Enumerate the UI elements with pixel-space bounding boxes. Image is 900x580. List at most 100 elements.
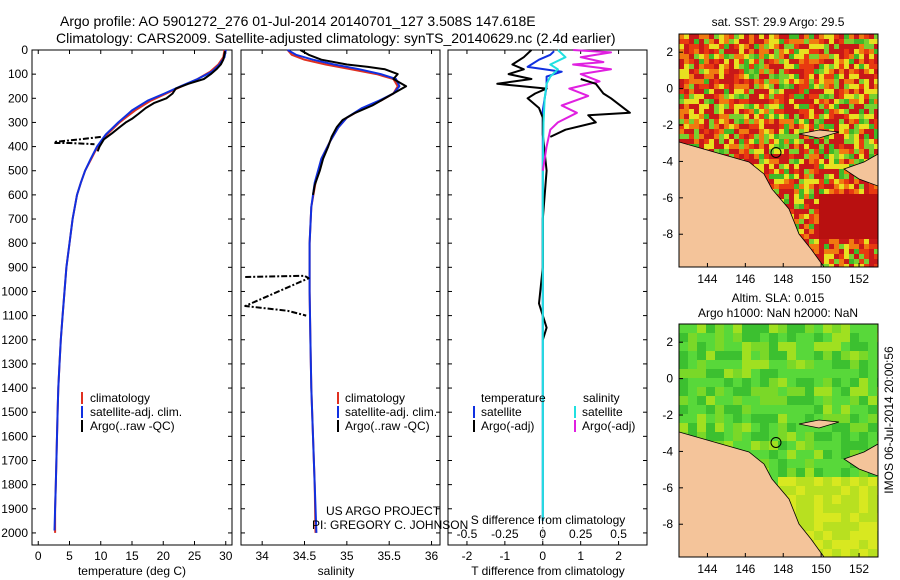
- map-pixel: [764, 134, 769, 139]
- map-pixel: [823, 540, 832, 549]
- map-pixel: [834, 184, 839, 189]
- map-pixel: [814, 414, 823, 423]
- map-pixel: [744, 54, 749, 59]
- map-pixel: [784, 179, 789, 184]
- map-pixel: [787, 351, 796, 360]
- map-pixel: [709, 84, 714, 89]
- map-pixel: [849, 154, 854, 159]
- map-pixel: [859, 124, 864, 129]
- map-pixel: [834, 144, 839, 149]
- map-pixel: [714, 99, 719, 104]
- map-pixel: [699, 114, 704, 119]
- map-pixel: [844, 139, 849, 144]
- map-pixel: [804, 164, 809, 169]
- map-pixel: [854, 149, 859, 154]
- map-pixel: [834, 179, 839, 184]
- map-pixel: [679, 396, 688, 405]
- map-pixel: [679, 119, 684, 124]
- map-pixel: [809, 189, 814, 194]
- map-pixel: [759, 84, 764, 89]
- series-satellite-adj-clim-: [287, 49, 401, 533]
- map-pixel: [739, 64, 744, 69]
- map-pixel: [874, 49, 878, 54]
- map-pixel: [751, 360, 760, 369]
- map-pixel: [823, 549, 832, 557]
- map-pixel: [778, 387, 787, 396]
- legend-title-temperature: temperature: [481, 391, 546, 405]
- map-pixel: [832, 423, 841, 432]
- map-pixel: [779, 154, 784, 159]
- map-pixel: [764, 89, 769, 94]
- map-pixel: [868, 324, 877, 333]
- map-pixel: [869, 59, 874, 64]
- map-pixel: [804, 129, 809, 134]
- map-pixel: [714, 84, 719, 89]
- map-pixel: [784, 159, 789, 164]
- map-pixel: [764, 74, 769, 79]
- temperature-xlabel: temperature (deg C): [78, 564, 186, 578]
- x-tick-label: 15: [125, 549, 139, 563]
- map-pixel: [834, 94, 839, 99]
- map-pixel: [684, 49, 689, 54]
- map-pixel: [869, 64, 874, 69]
- map-pixel: [742, 423, 751, 432]
- map-pixel: [864, 144, 869, 149]
- map-pixel: [799, 174, 804, 179]
- map-pixel: [694, 64, 699, 69]
- map-pixel: [824, 69, 829, 74]
- map-pixel: [764, 144, 769, 149]
- map-pixel: [699, 104, 704, 109]
- map-pixel: [688, 387, 697, 396]
- map-pixel: [839, 189, 844, 194]
- map-pixel: [824, 109, 829, 114]
- map-pixel: [799, 169, 804, 174]
- map-pixel: [832, 459, 841, 468]
- map-pixel: [769, 144, 774, 149]
- map-pixel: [859, 109, 864, 114]
- map-pixel: [796, 378, 805, 387]
- map-pixel: [774, 49, 779, 54]
- map-pixel: [859, 44, 864, 49]
- map-pixel: [724, 432, 733, 441]
- map-pixel: [864, 189, 869, 194]
- map-pixel: [805, 513, 814, 522]
- map-pixel: [868, 333, 877, 342]
- map-pixel: [754, 69, 759, 74]
- imos-timestamp: IMOS 06-Jul-2014 20:00:56: [882, 346, 896, 494]
- series-climatology: [54, 49, 226, 533]
- map-pixel: [769, 396, 778, 405]
- map-pixel: [789, 209, 794, 214]
- map-pixel: [769, 114, 774, 119]
- map-pixel: [715, 324, 724, 333]
- map-pixel: [804, 74, 809, 79]
- map-pixel: [734, 119, 739, 124]
- map-pixel: [769, 179, 774, 184]
- map-pixel: [719, 34, 724, 39]
- map-pixel: [789, 179, 794, 184]
- map-pixel: [819, 54, 824, 59]
- map-pixel: [809, 174, 814, 179]
- map-pixel: [689, 104, 694, 109]
- map-pixel: [794, 189, 799, 194]
- map-pixel: [864, 114, 869, 119]
- map-pixel: [697, 360, 706, 369]
- map-pixel: [724, 99, 729, 104]
- map-pixel: [805, 531, 814, 540]
- y-tick-label: 2000: [1, 526, 28, 540]
- map-pixel: [819, 249, 824, 254]
- map-pixel: [759, 119, 764, 124]
- map-pixel: [814, 164, 819, 169]
- map-pixel: [864, 139, 869, 144]
- map-pixel: [841, 486, 850, 495]
- map-pixel: [799, 89, 804, 94]
- map-pixel: [724, 360, 733, 369]
- map-pixel: [709, 129, 714, 134]
- map-pixel: [694, 84, 699, 89]
- map-pixel: [734, 144, 739, 149]
- map-pixel: [869, 39, 874, 44]
- map-pixel: [799, 79, 804, 84]
- map-pixel: [789, 199, 794, 204]
- map-pixel: [859, 549, 868, 557]
- map-pixel: [874, 104, 878, 109]
- map-pixel: [874, 54, 878, 59]
